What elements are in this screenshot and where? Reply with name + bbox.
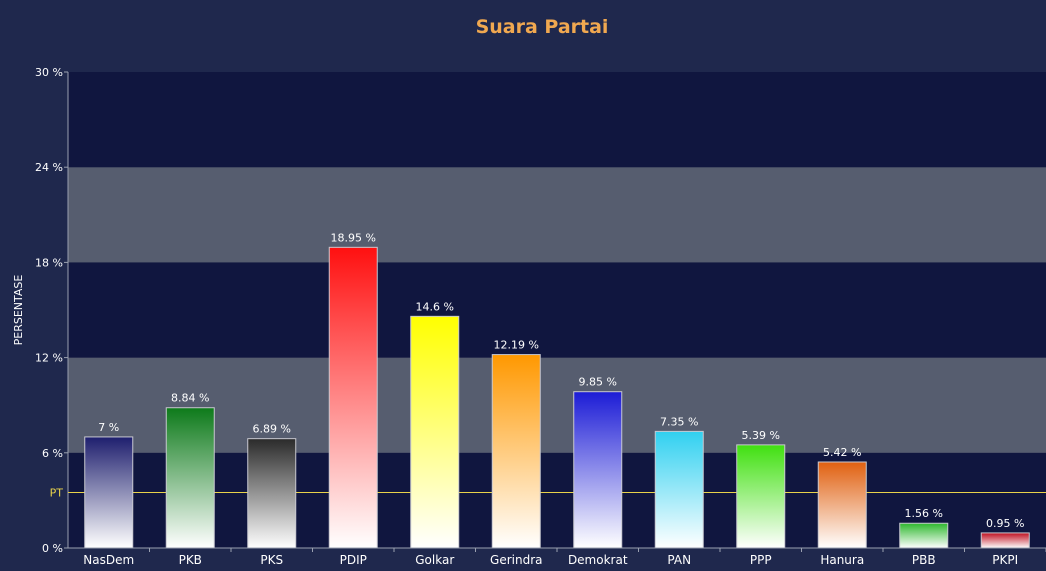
bar-pbb[interactable] (899, 522, 949, 549)
data-label: 0.95 % (986, 517, 1024, 530)
plot-band (68, 262, 1046, 358)
x-tick-label: Hanura (820, 553, 864, 567)
data-label: 1.56 % (905, 507, 943, 520)
plot-bands (68, 72, 1046, 548)
bar-pkpi[interactable] (980, 532, 1030, 549)
x-tick-label: PDIP (340, 553, 367, 567)
x-tick-label: PKPI (992, 553, 1018, 567)
data-label: 8.84 % (171, 392, 209, 405)
chart-title: Suara Partai (476, 16, 609, 38)
bar-golkar[interactable] (410, 315, 460, 549)
data-label: 7 % (98, 421, 119, 434)
threshold-label: PT (50, 486, 64, 499)
x-tick-label: PBB (912, 553, 936, 567)
bar-pks[interactable] (247, 438, 297, 549)
bar-pkb[interactable] (165, 407, 215, 549)
bar-demokrat[interactable] (573, 391, 623, 549)
data-label: 14.6 % (416, 300, 454, 313)
data-label: 5.39 % (742, 429, 780, 442)
y-tick-label: 6 % (42, 447, 63, 460)
data-label: 6.89 % (253, 423, 291, 436)
y-tick-label: 24 % (35, 161, 63, 174)
x-tick-label: PKB (179, 553, 202, 567)
bar-hanura[interactable] (817, 461, 867, 549)
bar-pan[interactable] (654, 430, 704, 549)
data-label: 9.85 % (579, 376, 617, 389)
y-axis-label: PERSENTASE (12, 275, 25, 346)
y-axis: 0 % 6 % 12 % 18 % 24 % 30 % (35, 66, 69, 555)
bar-nasdem[interactable] (84, 436, 134, 549)
x-tick-label: Demokrat (568, 553, 628, 567)
bar-ppp[interactable] (736, 444, 786, 549)
bars: 7 % 8.84 % 6.89 % 18.95 % 14.6 % 12.19 % 9.85 … (84, 231, 1030, 549)
x-tick-label: NasDem (83, 553, 134, 567)
data-label: 18.95 % (331, 231, 376, 244)
bar-gerindra[interactable] (491, 354, 541, 549)
x-tick-label: PPP (750, 553, 772, 567)
data-label: 5.42 % (823, 446, 861, 459)
data-label: 7.35 % (660, 415, 698, 428)
y-tick-label: 18 % (35, 256, 63, 269)
x-tick-label: Golkar (415, 553, 454, 567)
x-axis: NasDem PKB PKS PDIP Golkar Gerindra Demokrat PA… (68, 547, 1046, 567)
y-tick-label: 12 % (35, 352, 63, 365)
plot-band (68, 167, 1046, 263)
y-tick-label: 30 % (35, 66, 63, 79)
plot-band (68, 452, 1046, 548)
x-tick-label: PAN (667, 553, 691, 567)
plot-band (68, 72, 1046, 168)
bar-pdip[interactable] (328, 246, 378, 549)
data-label: 12.19 % (494, 339, 539, 352)
x-tick-label: PKS (260, 553, 283, 567)
x-tick-label: Gerindra (490, 553, 542, 567)
y-tick-label: 0 % (42, 542, 63, 555)
threshold-line: PT (50, 486, 1046, 499)
plot-band (68, 357, 1046, 453)
